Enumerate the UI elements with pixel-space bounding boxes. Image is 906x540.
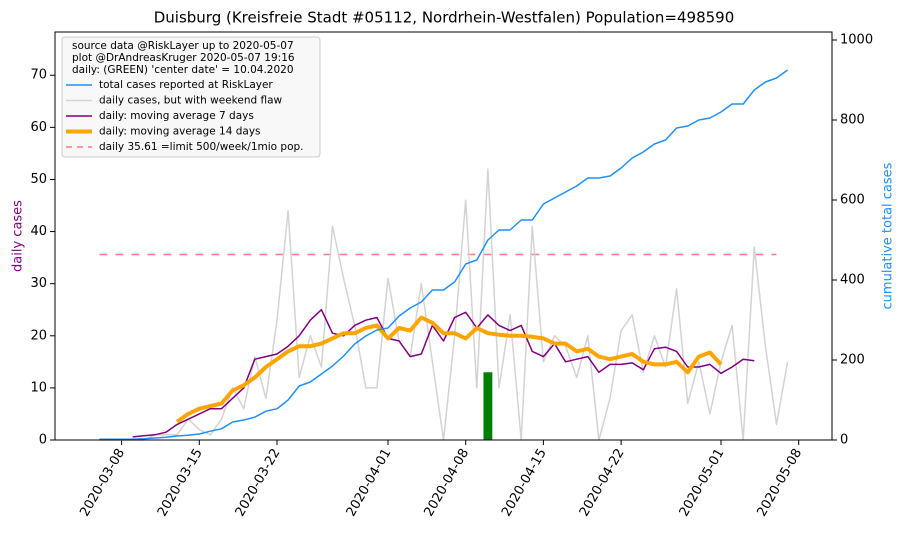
- chart-title: Duisburg (Kreisfreie Stadt #05112, Nordr…: [154, 9, 735, 27]
- y-tick-label: 50: [30, 172, 47, 187]
- series-line: [99, 69, 789, 440]
- y2-tick-label: 600: [840, 193, 865, 208]
- y2-axis-label: cumulative total cases: [881, 162, 896, 309]
- y-tick-label: 0: [39, 433, 47, 448]
- y2-tick-label: 1000: [840, 33, 873, 48]
- y-tick-label: 10: [30, 380, 47, 395]
- plot-frame: [54, 31, 833, 441]
- y-tick-label: 70: [30, 68, 47, 83]
- center-date-bar: [483, 372, 493, 440]
- series-line: [175, 315, 723, 424]
- legend-label: daily: moving average 7 days: [99, 110, 254, 122]
- y2-tick-label: 0: [840, 433, 848, 448]
- y-tick-label: 40: [30, 224, 47, 239]
- y-axis-label: daily cases: [11, 200, 26, 272]
- legend-label: daily cases, but with weekend flaw: [99, 95, 283, 107]
- y-tick-label: 30: [30, 276, 47, 291]
- y2-tick-label: 400: [840, 273, 865, 288]
- legend-label: daily 35.61 =limit 500/week/1mio pop.: [99, 141, 304, 153]
- y2-tick-label: 800: [840, 113, 865, 128]
- y-tick-label: 20: [30, 328, 47, 343]
- legend-label: daily: moving average 14 days: [99, 126, 261, 138]
- legend-box: [61, 36, 321, 158]
- y-tick-label: 60: [30, 120, 47, 135]
- legend-label: total cases reported at RiskLayer: [99, 79, 273, 91]
- legend-title: daily: (GREEN) 'center date' = 10.04.202…: [72, 64, 294, 76]
- legend-title: plot @DrAndreasKruger 2020-05-07 19:16: [72, 52, 295, 64]
- y2-tick-label: 200: [840, 353, 865, 368]
- series-line: [132, 308, 755, 438]
- legend-title: source data @RiskLayer up to 2020-05-07: [72, 40, 294, 52]
